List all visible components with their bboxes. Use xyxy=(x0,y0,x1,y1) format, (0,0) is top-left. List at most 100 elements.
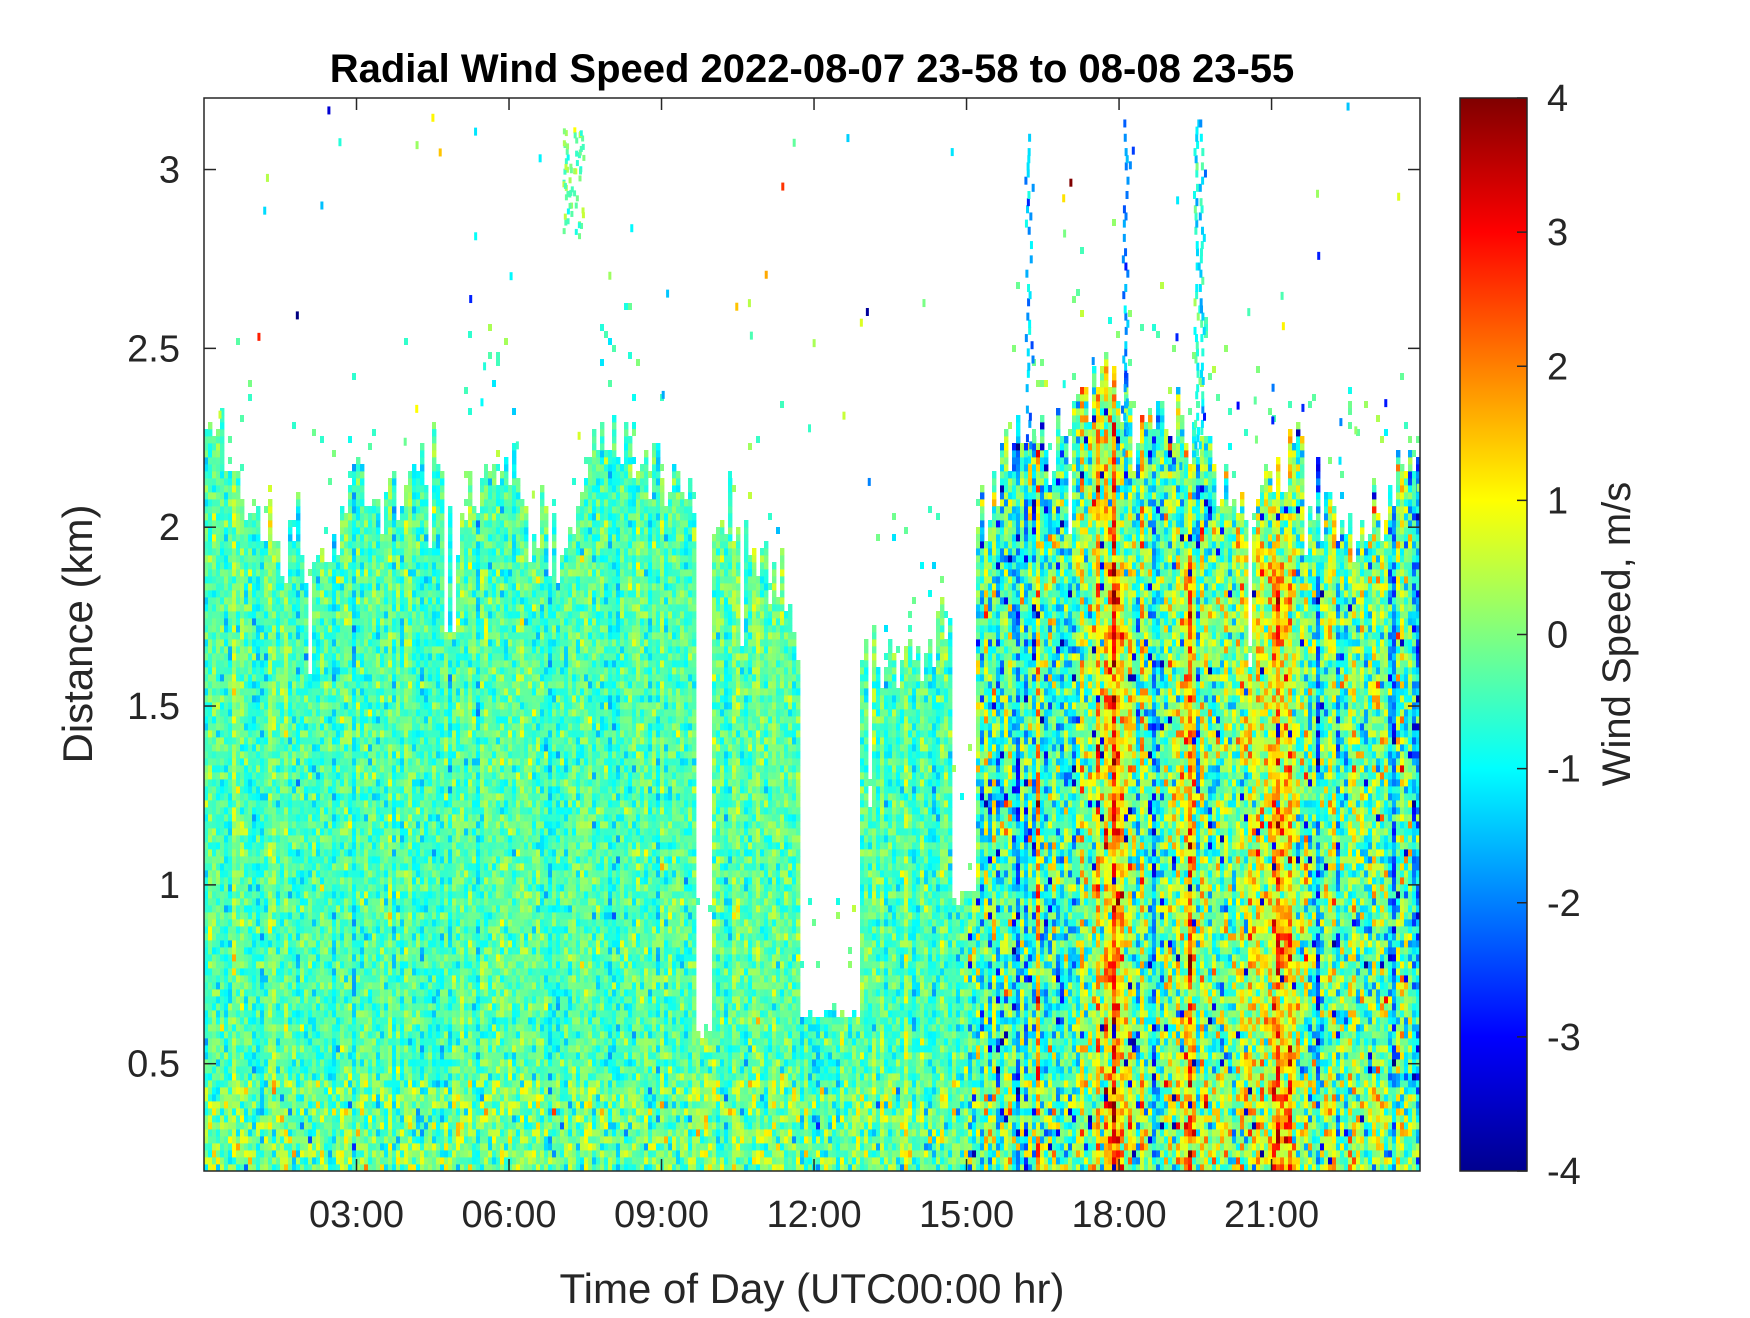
heatmap-cell xyxy=(320,1010,324,1017)
heatmap-cell xyxy=(372,1073,376,1080)
heatmap-cell xyxy=(284,660,288,667)
heatmap-cell xyxy=(232,639,236,646)
heatmap-cell xyxy=(276,646,280,653)
heatmap-cell xyxy=(392,1129,396,1136)
heatmap-cell xyxy=(400,730,404,737)
heatmap-cell xyxy=(232,954,236,961)
heatmap-cell xyxy=(260,898,264,905)
heatmap-cell xyxy=(232,548,236,555)
heatmap-cell xyxy=(292,905,296,912)
heatmap-cell xyxy=(256,877,260,884)
heatmap-cell xyxy=(380,891,384,898)
heatmap-cell xyxy=(208,443,212,450)
heatmap-cell xyxy=(224,793,228,800)
heatmap-cell xyxy=(308,1024,312,1031)
heatmap-cell xyxy=(208,751,212,758)
heatmap-cell xyxy=(292,541,296,548)
heatmap-cell xyxy=(260,541,264,548)
heatmap-cell xyxy=(404,520,408,527)
heatmap-cell xyxy=(224,730,228,737)
heatmap-cell xyxy=(380,1059,384,1066)
heatmap-cell xyxy=(348,982,352,989)
heatmap-cell xyxy=(368,702,372,709)
heatmap-cell xyxy=(392,807,396,814)
heatmap-cell xyxy=(216,485,220,492)
heatmap-cell xyxy=(256,737,260,744)
heatmap-cell xyxy=(352,562,356,569)
heatmap-cell xyxy=(236,716,240,723)
heatmap-cell xyxy=(232,1066,236,1073)
heatmap-cell xyxy=(352,674,356,681)
heatmap-cell xyxy=(328,1045,332,1052)
heatmap-cell xyxy=(212,1157,216,1164)
heatmap-cell xyxy=(376,905,380,912)
heatmap-cell xyxy=(324,842,328,849)
heatmap-cell xyxy=(388,1101,392,1108)
heatmap-cell xyxy=(396,842,400,849)
heatmap-cell xyxy=(392,653,396,660)
heatmap-cell xyxy=(308,975,312,982)
heatmap-cell xyxy=(304,653,308,660)
heatmap-cell xyxy=(224,723,228,730)
heatmap-cell xyxy=(312,758,316,765)
heatmap-cell xyxy=(296,765,300,772)
heatmap-cell xyxy=(412,982,416,989)
heatmap-cell xyxy=(228,541,232,548)
heatmap-cell xyxy=(308,674,312,681)
heatmap-cell xyxy=(404,1108,408,1115)
heatmap-cell xyxy=(288,674,292,681)
heatmap-cell xyxy=(328,1052,332,1059)
heatmap-cell xyxy=(260,1073,264,1080)
heatmap-cell xyxy=(332,534,336,541)
heatmap-cell xyxy=(296,947,300,954)
heatmap-cell xyxy=(332,667,336,674)
heatmap-cell xyxy=(256,1066,260,1073)
heatmap-cell xyxy=(352,1087,356,1094)
heatmap-cell xyxy=(300,842,304,849)
heatmap-cell xyxy=(264,870,268,877)
heatmap-cell xyxy=(256,940,260,947)
heatmap-cell xyxy=(376,1073,380,1080)
heatmap-cell xyxy=(264,611,268,618)
heatmap-cell xyxy=(308,800,312,807)
heatmap-cell xyxy=(216,877,220,884)
heatmap-cell xyxy=(300,1045,304,1052)
heatmap-cell xyxy=(396,1066,400,1073)
heatmap-cell xyxy=(264,849,268,856)
heatmap-cell xyxy=(240,793,244,800)
heatmap-cell xyxy=(296,968,300,975)
heatmap-cell xyxy=(360,520,364,527)
heatmap-cell xyxy=(400,639,404,646)
heatmap-cell xyxy=(220,667,224,674)
heatmap-cell xyxy=(308,1129,312,1136)
heatmap-cell xyxy=(396,1115,400,1122)
heatmap-cell xyxy=(264,975,268,982)
heatmap-cell xyxy=(236,884,240,891)
heatmap-cell xyxy=(264,1136,268,1143)
heatmap-cell xyxy=(264,1017,268,1024)
heatmap-cell xyxy=(348,667,352,674)
heatmap-cell xyxy=(392,744,396,751)
heatmap-cell xyxy=(344,870,348,877)
heatmap-cell xyxy=(244,758,248,765)
heatmap-cell xyxy=(324,583,328,590)
heatmap-cell xyxy=(348,436,352,443)
heatmap-cell xyxy=(236,1066,240,1073)
heatmap-cell xyxy=(220,492,224,499)
heatmap-cell xyxy=(284,765,288,772)
heatmap-cell xyxy=(228,1129,232,1136)
heatmap-cell xyxy=(360,1108,364,1115)
heatmap-cell xyxy=(388,821,392,828)
heatmap-cell xyxy=(404,1024,408,1031)
heatmap-cell xyxy=(316,758,320,765)
heatmap-cell xyxy=(220,912,224,919)
heatmap-cell xyxy=(408,975,412,982)
heatmap-cell xyxy=(264,954,268,961)
heatmap-cell xyxy=(248,1101,252,1108)
heatmap-cell xyxy=(208,590,212,597)
heatmap-cell xyxy=(212,639,216,646)
heatmap-cell xyxy=(356,933,360,940)
heatmap-cell xyxy=(260,709,264,716)
heatmap-cell xyxy=(232,989,236,996)
heatmap-cell xyxy=(348,793,352,800)
